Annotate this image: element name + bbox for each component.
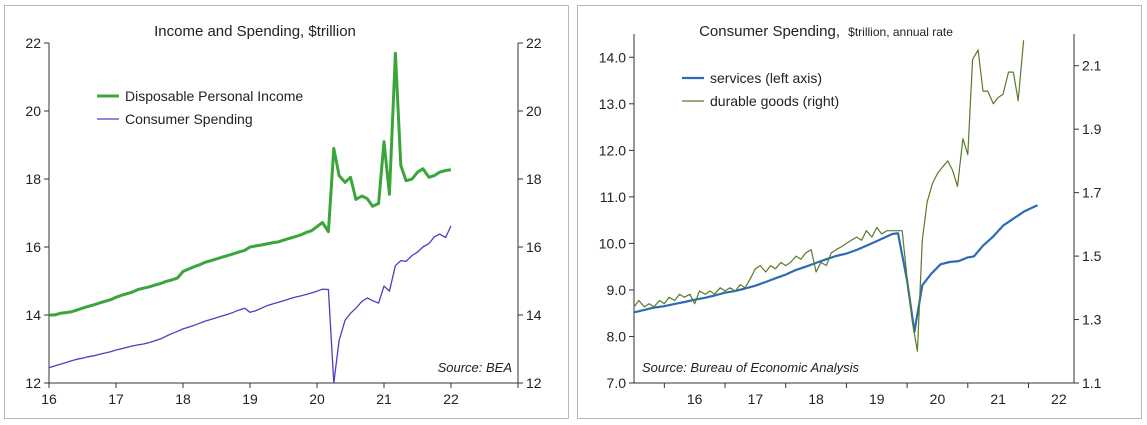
y-tick-label-right: 1.1 (1082, 375, 1102, 391)
y-tick-label-left: 14 (25, 307, 41, 323)
y-tick-label-left: 20 (25, 103, 41, 119)
legend-label: durable goods (right) (710, 93, 839, 109)
consumer-spending-chart-panel: Consumer Spending, $trillion, annual rat… (577, 5, 1142, 419)
x-tick-label: 17 (108, 391, 124, 407)
series-line-consumer-spending (48, 225, 452, 384)
consumer-spending-chart: Consumer Spending, $trillion, annual rat… (599, 23, 1102, 407)
y-tick-label-left: 9.0 (607, 282, 627, 298)
chart-title-main: Consumer Spending, (699, 23, 840, 40)
x-tick-label: 21 (376, 391, 392, 407)
y-tick-label-right: 18 (526, 171, 542, 187)
y-tick-label-left: 18 (25, 171, 41, 187)
x-tick-label: 18 (175, 391, 191, 407)
y-tick-label-right: 12 (526, 375, 542, 391)
source-note: Source: Bureau of Economic Analysis (642, 360, 860, 375)
series-line-durable-goods-right (633, 40, 1025, 352)
y-tick-label-left: 13.0 (599, 96, 626, 112)
x-tick-label: 20 (930, 391, 946, 407)
x-tick-label: 19 (869, 391, 885, 407)
x-tick-label: 19 (242, 391, 258, 407)
y-tick-label-right: 1.9 (1082, 121, 1102, 137)
y-tick-label-right: 14 (526, 307, 542, 323)
y-tick-label-right: 1.3 (1082, 312, 1102, 328)
legend-label: services (left axis) (710, 70, 822, 86)
x-tick-label: 20 (309, 391, 325, 407)
chart-title: Consumer Spending, $trillion, annual rat… (699, 23, 953, 40)
chart-title-units: $trillion, annual rate (848, 25, 953, 39)
y-tick-label-left: 10.0 (599, 235, 626, 251)
y-tick-label-left: 7.0 (607, 375, 627, 391)
x-tick-label: 21 (990, 391, 1006, 407)
chart-title: Income and Spending, $trillion (154, 23, 356, 40)
series-line-services-left-axis (633, 204, 1039, 333)
y-tick-label-right: 1.5 (1082, 248, 1102, 264)
income-spending-chart: Income and Spending, $trillion Source: B… (25, 23, 542, 407)
x-tick-label: 16 (41, 391, 57, 407)
y-tick-label-left: 12.0 (599, 142, 626, 158)
legend-label: Disposable Personal Income (125, 88, 303, 104)
y-tick-label-left: 11.0 (600, 189, 626, 205)
y-tick-label-left: 12 (25, 375, 41, 391)
y-tick-label-right: 20 (526, 103, 542, 119)
y-tick-label-left: 8.0 (607, 328, 627, 344)
x-tick-label: 18 (808, 391, 824, 407)
x-tick-label: 16 (687, 391, 703, 407)
y-tick-label-right: 1.7 (1082, 185, 1102, 201)
income-spending-chart-panel: Income and Spending, $trillion Source: B… (4, 5, 569, 419)
x-tick-label: 17 (748, 391, 764, 407)
y-tick-label-left: 16 (25, 239, 41, 255)
y-tick-label-right: 16 (526, 239, 542, 255)
y-tick-label-left: 14.0 (599, 49, 626, 65)
x-tick-label: 22 (443, 391, 459, 407)
y-tick-label-right: 22 (526, 35, 542, 51)
source-note: Source: BEA (438, 360, 512, 375)
y-tick-label-right: 2.1 (1082, 58, 1102, 74)
y-tick-label-left: 22 (25, 35, 41, 51)
series-line-disposable-personal-income (49, 51, 452, 317)
x-tick-label: 22 (1051, 391, 1067, 407)
legend-label: Consumer Spending (125, 111, 253, 127)
